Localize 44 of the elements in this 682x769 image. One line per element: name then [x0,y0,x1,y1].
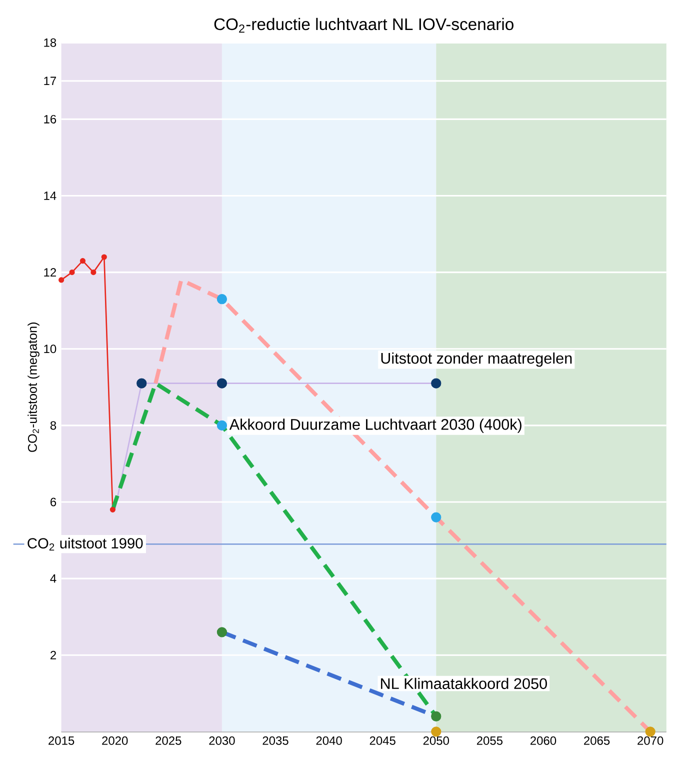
annotation: NL Klimaatakkoord 2050 [380,678,547,690]
point [216,294,227,304]
point [430,726,442,737]
y-tick-label: 12 [44,268,56,277]
x-tick-label: 2040 [316,736,342,745]
x-tick-label: 2030 [209,736,235,745]
x-tick-label: 2045 [370,736,396,745]
point [430,512,442,522]
y-tick-label: 16 [44,114,56,124]
point [216,420,227,431]
annotation: Uitstoot zonder maatregelen [381,352,572,367]
y-tick-label: 8 [50,421,56,430]
chart-title: CO$_{2}$-reductie luchtvaart NL IOV-scenario [214,18,514,33]
x-tick-label: 2055 [476,736,502,745]
point [136,378,147,388]
y-tick-label: 6 [50,498,56,506]
y-tick-label: 4 [50,574,56,583]
point [69,270,75,276]
point [216,627,227,638]
y-tick-label: 14 [44,192,56,200]
point [90,270,96,276]
annotation: Akkoord Duurzame Luchtvaart 2030 (400k) [229,418,522,433]
x-tick-label: 2025 [155,736,182,745]
ref-line-label: CO$_{2}$ uitstoot 1990 [27,538,143,551]
x-tick-label: 2070 [637,736,664,745]
x-tick-label: 2020 [102,736,128,745]
y-axis-title: CO$_{2}$-uitstoot (megaton) [27,322,40,452]
point [216,378,227,388]
x-tick-label: 2015 [48,736,74,745]
point [110,506,116,512]
point [80,258,86,264]
point [645,726,656,737]
point [430,378,442,388]
x-tick-label: 2050 [423,736,449,745]
x-tick-label: 2035 [262,736,288,745]
y-tick-label: 2 [50,650,56,660]
y-tick-label: 17 [44,76,56,86]
x-tick-label: 2065 [584,736,610,745]
y-tick-label: 18 [44,38,56,47]
point [58,277,64,283]
y-tick-label: 10 [44,344,56,354]
point [430,711,442,722]
point [101,254,107,260]
x-tick-label: 2060 [530,736,556,745]
